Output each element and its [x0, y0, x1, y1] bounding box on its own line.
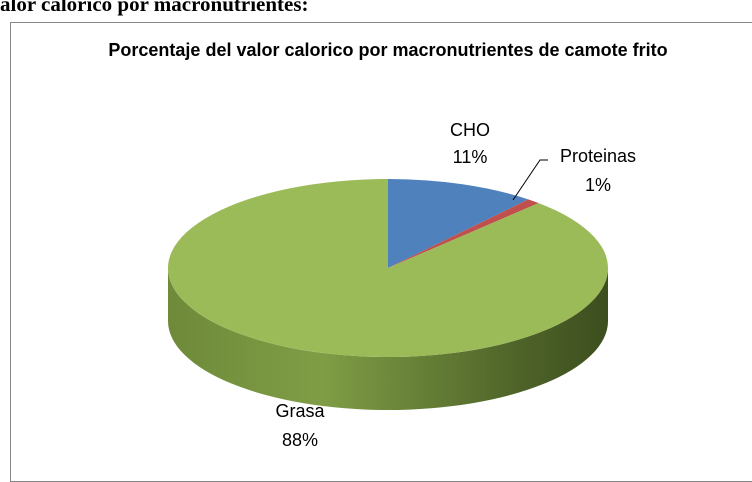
pie-slice	[167, 179, 608, 357]
pie-slice	[388, 199, 539, 268]
chart-title: Porcentaje del valor calorico por macron…	[108, 40, 668, 60]
slice-value-label: 1%	[585, 175, 611, 195]
pie-side	[168, 268, 608, 410]
chart: CHO 11% Proteinas 1% Grasa 88%	[167, 120, 636, 450]
slice-value-label: 88%	[282, 430, 318, 450]
leader-line	[512, 159, 548, 201]
document-heading: alor calorico por macronutrientes:	[0, 0, 309, 16]
slice-label: Grasa	[275, 401, 325, 421]
slice-value-label: 11%	[453, 147, 488, 167]
pie-slice	[388, 179, 529, 268]
slice-label: Proteinas	[560, 146, 636, 166]
slice-label: CHO	[450, 120, 490, 140]
